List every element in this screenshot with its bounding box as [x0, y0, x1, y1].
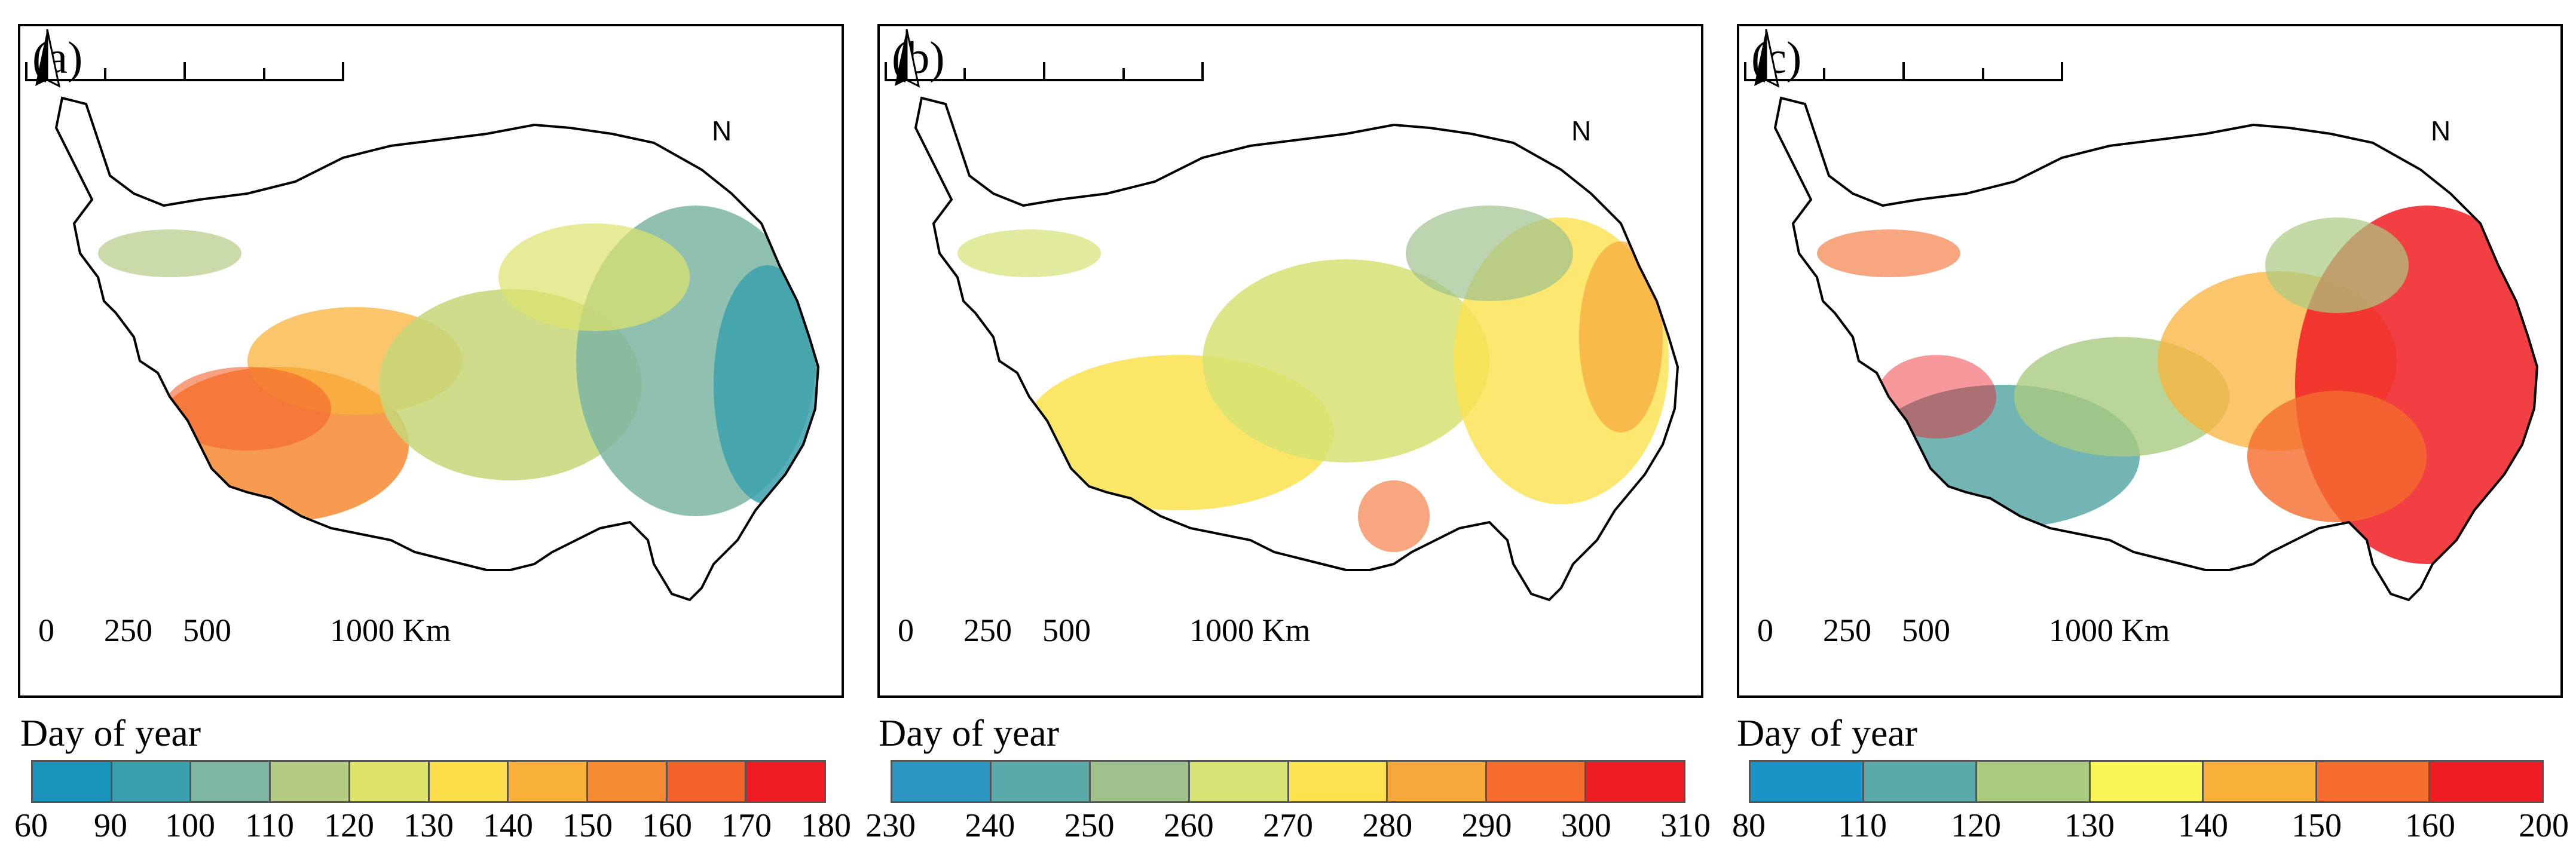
colorbar-ticks-b: 230 240 250 260 270 280 290 300 310 — [865, 807, 1711, 848]
colorbar-segment — [2090, 762, 2204, 801]
colorbar-segment — [1289, 762, 1388, 801]
colorbar-tick-label: 160 — [642, 807, 692, 844]
colorbar-segment — [2204, 762, 2317, 801]
legend-title-c: Day of year — [1737, 712, 1918, 754]
plateau-map-c — [1774, 97, 2538, 601]
colorbar-tick-label: 170 — [721, 807, 772, 844]
colorbar-b — [891, 760, 1685, 803]
colorbar-segment — [991, 762, 1091, 801]
scale-label-500: 500 — [183, 612, 231, 648]
colorbar-tick-label: 100 — [165, 807, 215, 844]
colorbar-tick-label: 310 — [1660, 807, 1711, 844]
colorbar-segment — [667, 762, 747, 801]
colorbar-ticks-a: 60 90 100 110 120 130 140 150 160 170 180 — [14, 807, 851, 848]
scale-label-250: 250 — [104, 612, 152, 648]
colorbar-tick-label: 60 — [14, 807, 48, 844]
colorbar-tick-label: 230 — [865, 807, 916, 844]
colorbar-segment — [1864, 762, 1978, 801]
colorbar-segment — [892, 762, 992, 801]
scale-label-0: 0 — [898, 612, 914, 648]
legend-title-a: Day of year — [20, 712, 201, 754]
map-panel-a: (a) N 0 250 500 1000 Km — [18, 24, 844, 698]
plateau-map-a — [55, 97, 819, 601]
colorbar-tick-label: 150 — [2292, 807, 2342, 844]
north-label: N — [1571, 115, 1592, 146]
colorbar-segment — [271, 762, 350, 801]
colorbar-segment — [1090, 762, 1190, 801]
scale-label-1000: 1000 Km — [1189, 612, 1311, 648]
colorbar-segment — [429, 762, 509, 801]
colorbar-tick-label: 180 — [801, 807, 851, 844]
scale-bar — [885, 62, 1204, 81]
colorbar-segment — [350, 762, 430, 801]
colorbar-segment — [33, 762, 112, 801]
north-label: N — [2431, 115, 2451, 146]
colorbar-segment — [1487, 762, 1587, 801]
colorbar-tick-label: 300 — [1561, 807, 1611, 844]
scale-label-500: 500 — [1902, 612, 1950, 648]
colorbar-tick-label: 140 — [2178, 807, 2228, 844]
colorbar-ticks-c: 80 110 120 130 140 150 160 200 — [1732, 807, 2569, 848]
colorbar-segment — [1751, 762, 1864, 801]
scale-label-0: 0 — [1757, 612, 1773, 648]
colorbar-segment — [509, 762, 588, 801]
colorbar-segment — [1977, 762, 2091, 801]
colorbar-segment — [1388, 762, 1488, 801]
colorbar-segment — [112, 762, 192, 801]
colorbar-segment — [2317, 762, 2431, 801]
colorbar-tick-label: 80 — [1732, 807, 1766, 844]
north-label: N — [712, 115, 732, 146]
colorbar-tick-label: 240 — [965, 807, 1015, 844]
colorbar-tick-label: 120 — [1951, 807, 2001, 844]
colorbar-tick-label: 200 — [2519, 807, 2569, 844]
scale-label-250: 250 — [963, 612, 1012, 648]
colorbar-tick-label: 130 — [403, 807, 454, 844]
colorbar-segment — [747, 762, 825, 801]
scale-label-250: 250 — [1823, 612, 1871, 648]
colorbar-tick-label: 260 — [1163, 807, 1214, 844]
colorbar-tick-label: 160 — [2405, 807, 2455, 844]
colorbar-segment — [2430, 762, 2543, 801]
colorbar-tick-label: 110 — [1838, 807, 1887, 844]
colorbar-tick-label: 270 — [1263, 807, 1313, 844]
colorbar-tick-label: 140 — [483, 807, 533, 844]
colorbar-tick-label: 90 — [94, 807, 127, 844]
colorbar-tick-label: 120 — [324, 807, 374, 844]
scale-label-500: 500 — [1042, 612, 1091, 648]
map-panel-c: (c) N 0 250 500 1000 Km — [1737, 24, 2563, 698]
colorbar-tick-label: 280 — [1362, 807, 1413, 844]
colorbar-tick-label: 150 — [562, 807, 613, 844]
colorbar-segment — [191, 762, 271, 801]
colorbar-segment — [1189, 762, 1289, 801]
plateau-map-b — [914, 97, 1679, 601]
colorbar-segment — [1586, 762, 1684, 801]
north-arrow-icon — [1754, 29, 1780, 88]
map-panel-b: (b) N 0 250 500 1000 Km — [877, 24, 1703, 698]
scale-bar — [25, 62, 344, 81]
colorbar-tick-label: 110 — [245, 807, 294, 844]
colorbar-a — [31, 760, 826, 803]
colorbar-tick-label: 250 — [1064, 807, 1115, 844]
scale-label-1000: 1000 Km — [2049, 612, 2170, 648]
colorbar-segment — [588, 762, 668, 801]
scale-label-0: 0 — [38, 612, 54, 648]
north-arrow-icon — [895, 29, 920, 88]
legend-title-b: Day of year — [879, 712, 1060, 754]
scale-bar — [1744, 62, 2063, 81]
colorbar-c — [1749, 760, 2544, 803]
colorbar-tick-label: 290 — [1461, 807, 1512, 844]
colorbar-tick-label: 130 — [2064, 807, 2115, 844]
scale-label-1000: 1000 Km — [330, 612, 451, 648]
north-arrow-icon — [35, 29, 61, 88]
